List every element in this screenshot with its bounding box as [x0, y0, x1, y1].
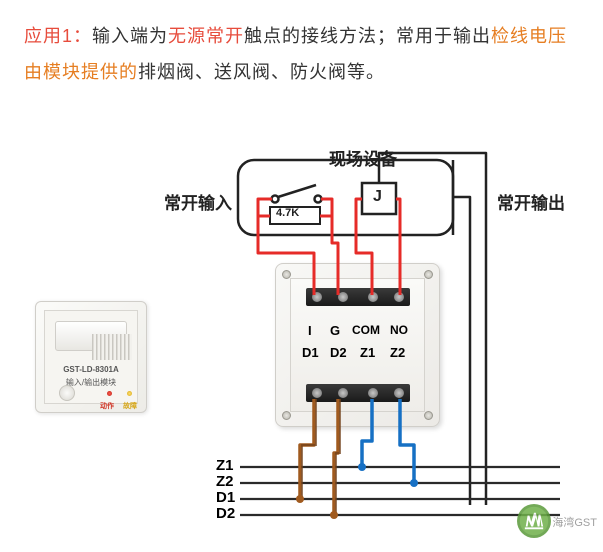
label-resistor: 4.7K	[276, 207, 299, 219]
label-no-input: 常开输入	[164, 189, 232, 214]
seg3: 排烟阀、送风阀、防火阀等。	[138, 62, 385, 82]
bus-label-d2: D2	[216, 505, 235, 522]
watermark-logo	[517, 504, 551, 538]
highlight-1: 无源常开	[168, 26, 244, 46]
seg2: 触点的接线方法；常用于输出	[244, 26, 491, 46]
app-label: 应用1：	[24, 26, 92, 46]
label-no-output: 常开输出	[497, 189, 565, 214]
label-field-device: 现场设备	[329, 145, 397, 170]
description-paragraph: 应用1：输入端为无源常开触点的接线方法；常用于输出检线电压由模块提供的排烟阀、送…	[0, 0, 603, 90]
label-relay: J	[373, 188, 382, 206]
wiring-diagram: GST-LD-8301A 输入/输出模块 动作 故障	[0, 145, 603, 552]
seg1: 输入端为	[92, 26, 168, 46]
bus-label-d1: D1	[216, 489, 235, 506]
bus-label-z2: Z2	[216, 473, 234, 490]
bus-label-z1: Z1	[216, 457, 234, 474]
watermark-text: 海湾GST	[552, 514, 597, 530]
